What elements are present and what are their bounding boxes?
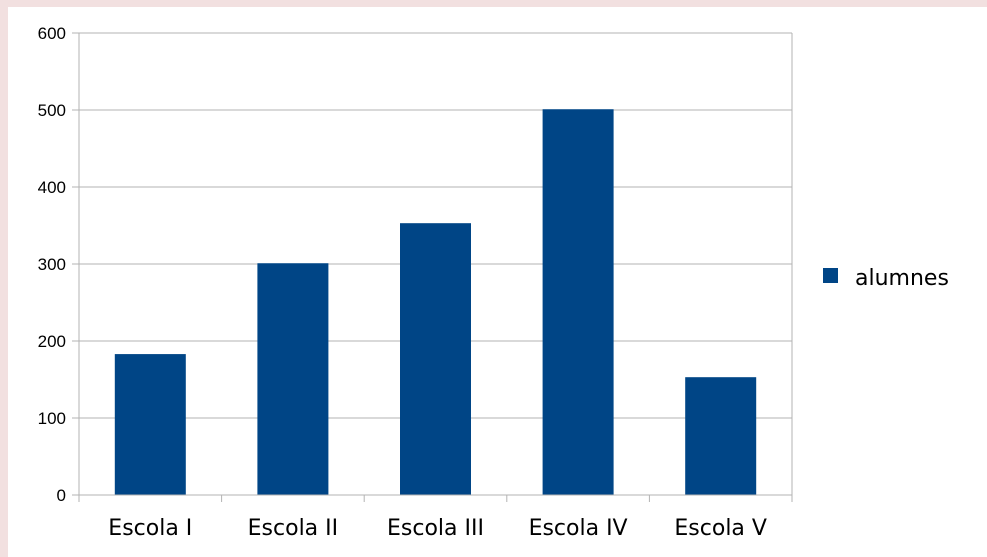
x-tick-label: Escola III: [387, 516, 484, 541]
y-tick-label: 500: [38, 101, 66, 120]
x-tick-label: Escola IV: [529, 516, 628, 541]
x-tick-labels: Escola I Escola II Escola III Escola IV Esco…: [108, 516, 767, 541]
legend-swatch-alumnes: [823, 268, 838, 283]
x-tick-label: Escola I: [108, 516, 192, 541]
y-tick-label: 200: [38, 332, 66, 351]
legend: alumnes: [823, 266, 949, 291]
bar-escola-ii: [257, 263, 329, 495]
y-tick-labels: 0 100 200 300 400 500 600: [38, 24, 66, 505]
y-tick-label: 300: [38, 255, 66, 274]
bars: [114, 109, 757, 495]
bar-escola-v: [685, 377, 757, 495]
bar-escola-iv: [542, 109, 614, 495]
y-tick-label: 0: [57, 486, 66, 505]
y-tick-label: 600: [38, 24, 66, 43]
x-tick-label: Escola II: [248, 516, 338, 541]
y-tick-label: 400: [38, 178, 66, 197]
bar-escola-iii: [400, 223, 471, 495]
axes: [72, 32, 793, 502]
x-tick-label: Escola V: [674, 516, 767, 541]
y-tick-label: 100: [38, 409, 66, 428]
bar-escola-i: [114, 354, 186, 495]
legend-label-alumnes: alumnes: [855, 266, 949, 291]
